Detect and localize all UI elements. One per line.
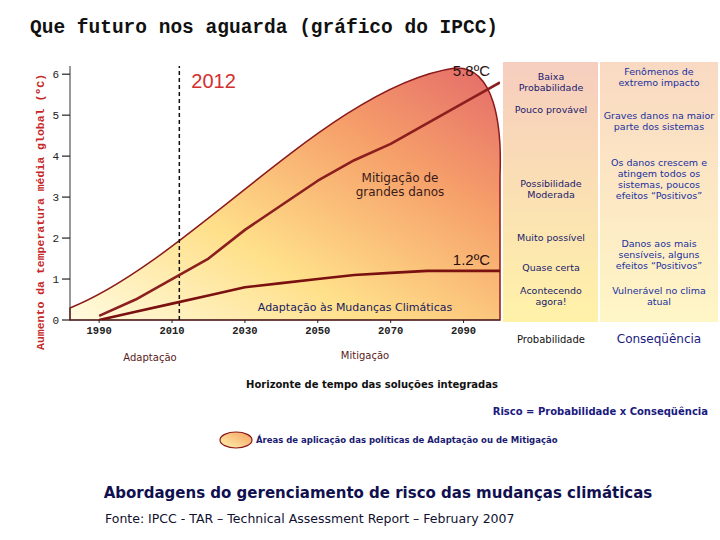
table-header: Probabilidade <box>517 334 585 346</box>
table-header: Conseqüência <box>617 333 701 347</box>
y-tick-label: 2 <box>52 233 59 245</box>
y-tick <box>62 237 70 238</box>
x-tick <box>463 320 464 323</box>
y-tick-label: 3 <box>52 192 59 204</box>
x-axis-line <box>70 320 500 321</box>
y-tick <box>62 319 70 320</box>
y-tick-label: 1 <box>52 274 59 286</box>
reference-line <box>179 66 181 320</box>
x-tick <box>390 320 391 323</box>
annotation: Adaptação às Mudanças Climáticas <box>258 302 452 315</box>
x-tick-label: 2050 <box>305 325 330 337</box>
reference-label: 2012 <box>191 70 236 92</box>
x-annotation: Mitigação <box>341 350 389 362</box>
probability-text: Muito possível <box>509 233 594 244</box>
risk-area <box>70 68 500 320</box>
y-axis-line <box>70 66 71 320</box>
x-tick-label: 2030 <box>232 325 257 337</box>
title: Que futuro nos aguarda (gráfico do IPCC) <box>30 17 498 39</box>
legend-text: Áreas de aplicação das políticas de Adap… <box>256 434 558 445</box>
x-tick-label: 2070 <box>378 325 403 337</box>
x-tick <box>99 320 100 323</box>
probability-column <box>503 62 598 322</box>
end-label: 1.2ºC <box>453 251 490 268</box>
x-tick-label: 2090 <box>451 325 476 337</box>
consequence-column <box>600 62 718 322</box>
consequence-text: Os danos crescem e atingem todos os sist… <box>603 158 715 202</box>
consequence-text: Fenômenos de extremo impacto <box>603 67 715 89</box>
probability-text: Baixa Probabilidade <box>509 72 594 94</box>
y-tick-label: 5 <box>52 110 59 122</box>
x-tick <box>317 320 318 323</box>
y-tick-label: 4 <box>52 151 59 163</box>
y-tick-label: 0 <box>52 315 59 327</box>
x-annotation: Adaptação <box>123 352 176 364</box>
y-axis-label: Aumento da temperatura média global (ºC) <box>34 74 47 350</box>
y-tick-label: 6 <box>52 69 59 81</box>
formula: Risco = Probabilidade x Conseqüência <box>493 406 708 417</box>
source: Fonte: IPCC - TAR – Technical Assessment… <box>105 511 514 526</box>
x-axis-label: Horizonte de tempo das soluções integrad… <box>246 379 498 391</box>
canvas: Que futuro nos aguarda (gráfico do IPCC)… <box>0 0 720 540</box>
x-tick <box>172 320 173 323</box>
y-tick <box>62 196 70 197</box>
x-tick-label: 1990 <box>87 325 112 337</box>
series-line <box>99 271 500 320</box>
annotation: Mitigação de grandes danos <box>345 172 455 200</box>
x-tick-label: 2010 <box>159 325 184 337</box>
subtitle: Abordagens do gerenciamento de risco das… <box>104 484 653 502</box>
consequence-text: Vulnerável no clima atual <box>603 286 715 308</box>
probability-text: Quase certa <box>509 263 594 274</box>
page: {"title": "Que futuro nos aguarda (gráfi… <box>0 0 720 540</box>
probability-text: Acontecendo agora! <box>509 286 594 308</box>
consequence-text: Graves danos na maior parte dos sistemas <box>603 111 715 133</box>
y-tick <box>62 156 70 157</box>
y-tick <box>62 278 70 279</box>
consequence-text: Danos aos mais sensíveis, alguns efeitos… <box>603 239 715 272</box>
y-tick <box>62 115 70 116</box>
end-label: 5.8ºC <box>453 62 490 79</box>
plot-lines <box>99 82 500 320</box>
probability-text: Possibilidade Moderada <box>509 179 594 201</box>
probability-text: Pouco provável <box>509 105 594 116</box>
x-tick <box>244 320 245 323</box>
y-tick <box>62 74 70 75</box>
legend-icon <box>220 432 252 448</box>
